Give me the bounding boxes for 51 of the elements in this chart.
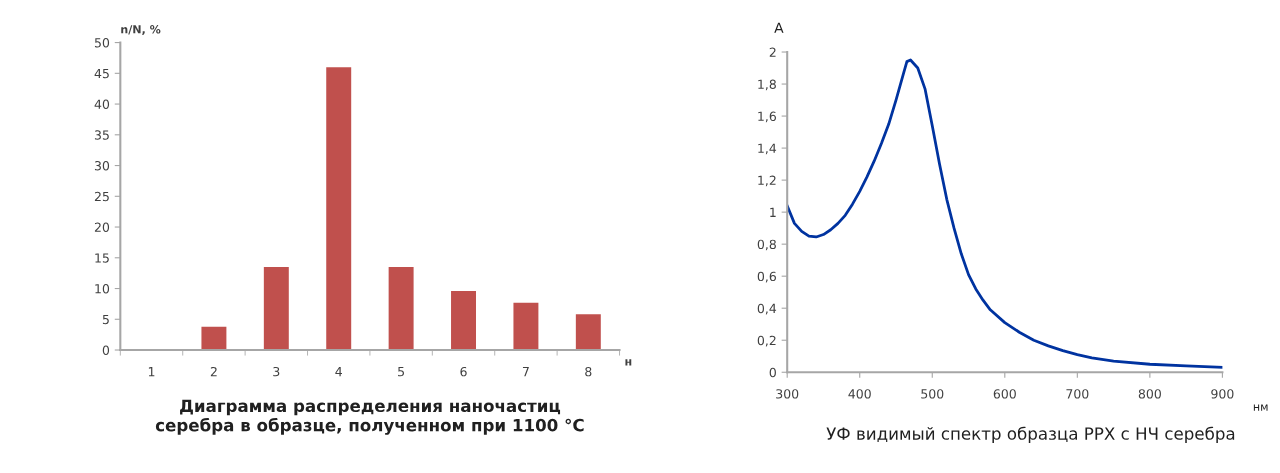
x-tick-label: 4: [335, 367, 342, 377]
x-tick-label: 6: [460, 366, 467, 377]
y-tick-label: 5: [102, 314, 109, 325]
x-tick-label: 800: [1138, 389, 1161, 399]
y-tick-label: 10: [95, 284, 110, 294]
x-tick-label: 700: [1066, 389, 1089, 399]
x-tick-label: 3: [273, 366, 280, 377]
y-tick-label: 1,8: [758, 79, 776, 91]
x-tick-label: 600: [993, 389, 1016, 399]
text: УФ видимый спектр образца РРХ с НЧ серебра: [826, 426, 1235, 444]
y-tick-label: 0,4: [757, 303, 777, 315]
x-tick-label: 400: [848, 389, 871, 399]
x-tick-label: 8: [585, 366, 592, 377]
y-tick-label: 45: [94, 68, 109, 79]
bar: [388, 267, 414, 351]
bar: [263, 267, 289, 351]
text: Диаграмма распределения наночастиц серебра в образце, полученном при 1100 °C: [155, 399, 584, 435]
y-tick-label: 1: [770, 207, 776, 217]
y-tick-label: 2: [769, 47, 776, 57]
y-tick-label: 30: [94, 161, 110, 171]
bar: [326, 67, 352, 351]
x-tick-label: 2: [210, 366, 217, 377]
bar: [451, 290, 476, 351]
x-tick-label: 5: [398, 367, 404, 377]
y-tick-label: 50: [94, 38, 110, 48]
bar: [575, 314, 601, 351]
y-tick-label: 40: [94, 99, 110, 109]
x-tick-label: 1: [148, 367, 155, 377]
x-tick-label: 300: [776, 389, 799, 399]
y-tick-label: 15: [95, 253, 109, 263]
y-tick-label: 0,8: [757, 239, 776, 251]
y-tick-label: 0,2: [757, 335, 776, 347]
y-tick-label: 0,6: [757, 271, 776, 283]
x-axis-title: н: [625, 359, 632, 366]
x-tick-label: 500: [921, 389, 944, 399]
y-tick-label: 35: [94, 130, 109, 140]
x-axis-title: нм: [1253, 404, 1268, 411]
x-tick-label: 7: [522, 367, 529, 377]
y-tick-label: 0: [102, 345, 110, 355]
y-axis-title: A: [774, 22, 784, 33]
y-tick-label: 1,6: [758, 111, 776, 123]
y-axis-title: n/N, %: [121, 25, 161, 35]
x-tick-label: 900: [1211, 389, 1234, 399]
y-tick-label: 1,4: [758, 143, 777, 155]
y-tick-label: 1,2: [758, 175, 776, 187]
y-tick-label: 25: [94, 191, 109, 202]
line-series: [787, 58, 1223, 369]
y-tick-label: 0: [769, 367, 776, 378]
y-tick-label: 20: [94, 222, 110, 232]
bar: [201, 326, 227, 351]
bar: [513, 302, 539, 351]
